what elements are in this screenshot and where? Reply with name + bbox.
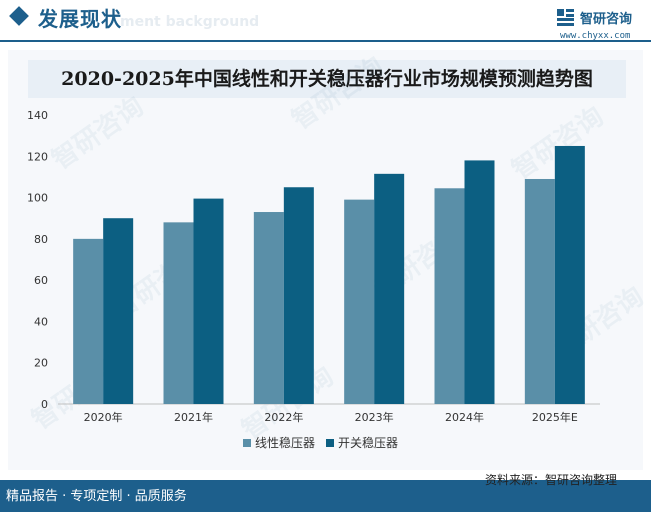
page-header: 发展现状 ment background 智研咨询 www.chyxx.com (0, 0, 651, 50)
y-tick-label: 80 (34, 233, 48, 246)
legend-swatch (243, 439, 251, 447)
x-tick-label: 2025年E (532, 410, 578, 424)
brand-name: 智研咨询 (580, 12, 633, 27)
chart-title-band (28, 60, 626, 98)
brand-logo-icon (557, 9, 574, 26)
brand-url: www.chyxx.com (560, 31, 631, 41)
x-tick-label: 2021年 (174, 410, 213, 424)
footer-bar (0, 480, 651, 512)
x-tick-label: 2024年 (445, 410, 484, 424)
bar-linear (434, 188, 465, 404)
y-tick-label: 140 (27, 109, 48, 122)
page-title: 发展现状 (38, 7, 122, 31)
y-tick-label: 60 (34, 274, 48, 287)
y-tick-label: 40 (34, 315, 48, 328)
legend-label: 线性稳压器 (255, 435, 315, 450)
watermark-text: 智研咨询 (46, 91, 149, 176)
bar-linear (253, 212, 284, 404)
bar-switching (193, 198, 224, 404)
legend-label: 开关稳压器 (338, 435, 398, 450)
footer-slogan: 精品报告 · 专项定制 · 品质服务 (6, 489, 187, 504)
x-tick-label: 2020年 (84, 410, 123, 424)
bar-linear (344, 199, 375, 404)
x-tick-label: 2023年 (355, 410, 394, 424)
legend-swatch (326, 439, 334, 447)
bar-switching (374, 173, 405, 404)
header-ghost-text: ment background (120, 14, 260, 30)
bar-switching (283, 187, 314, 404)
header-divider (0, 40, 651, 42)
bar-linear (73, 238, 104, 404)
bar-switching (554, 145, 585, 404)
bar-switching (103, 218, 134, 404)
y-tick-label: 120 (27, 150, 48, 163)
source-note: 资料来源：智研咨询整理 (485, 473, 618, 487)
x-tick-label: 2022年 (264, 410, 303, 424)
bar-linear (524, 178, 555, 404)
bar-switching (464, 160, 495, 404)
chart-title: 2020-2025年中国线性和开关稳压器行业市场规模预测趋势图 (61, 68, 593, 90)
y-tick-label: 100 (27, 192, 48, 205)
watermark-text: 智研咨询 (286, 51, 389, 136)
bar-linear (163, 222, 194, 404)
y-tick-label: 0 (41, 398, 48, 411)
y-tick-label: 20 (34, 357, 48, 370)
